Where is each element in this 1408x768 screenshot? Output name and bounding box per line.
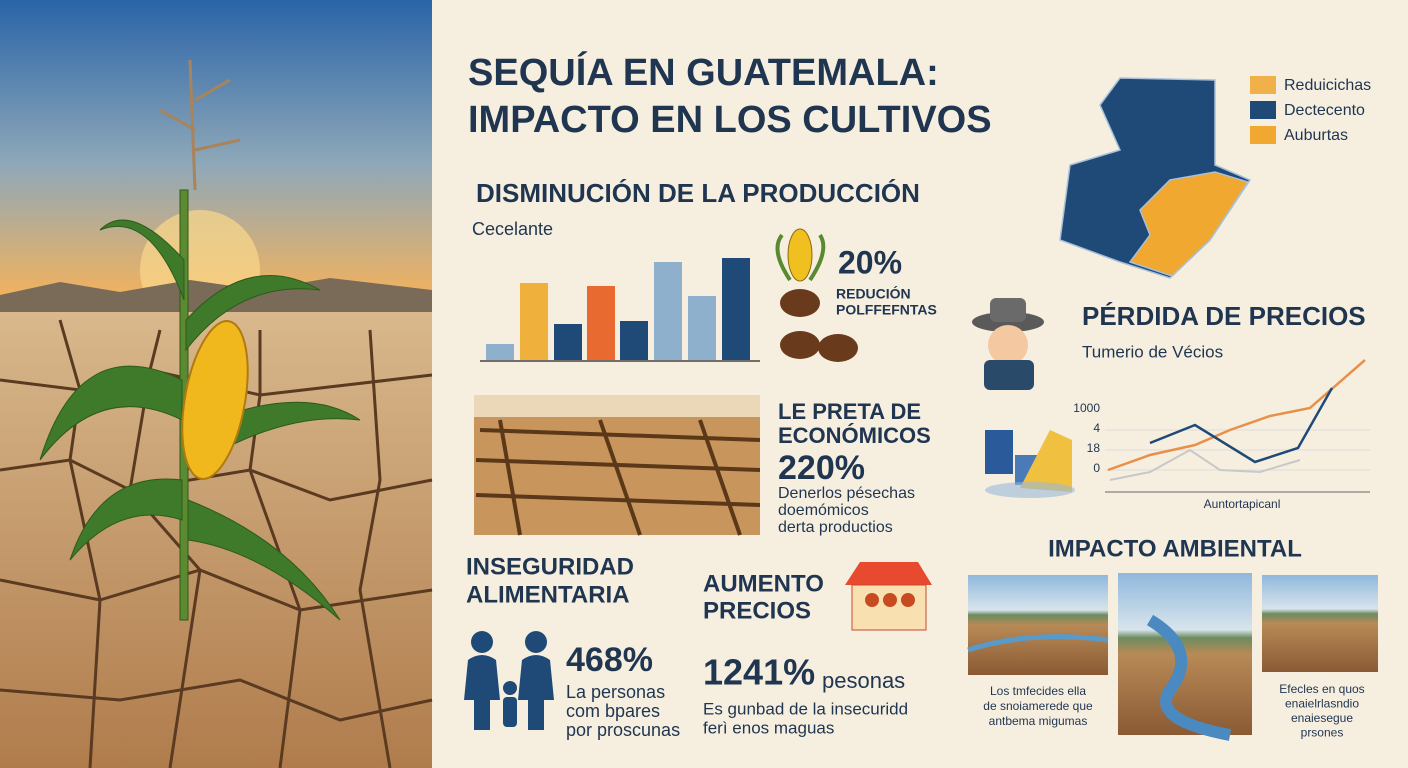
family-icon: [464, 631, 554, 730]
section-heading: INSEGURIDAD: [466, 553, 634, 580]
title: IMPACTO EN LOS CULTIVOS: [468, 99, 992, 141]
food-cans-icon: [985, 430, 1075, 498]
stat-label: REDUCIÓN: [836, 285, 911, 302]
stat: 20%: [838, 244, 902, 280]
farmer-icon: [972, 298, 1044, 390]
section-heading: AUMENTO: [703, 570, 824, 597]
line-illustration: [1105, 359, 1370, 493]
legend-swatch: [1250, 126, 1276, 144]
body-text: de snoiamerede que: [983, 699, 1093, 713]
body-text: Efecles en quos: [1279, 682, 1364, 696]
dry-field-image: [474, 395, 761, 536]
section-heading: ECONÓMICOS: [778, 423, 931, 448]
body-text: antbema migumas: [989, 714, 1088, 728]
section-heading: PÉRDIDA DE PRECIOS: [1082, 301, 1366, 331]
body-text: derta productios: [778, 519, 893, 536]
title: SEQUÍA EN GUATEMALA:: [468, 50, 939, 94]
bar-illustration: [480, 258, 760, 362]
body-text: doemómicos: [778, 502, 869, 519]
environment-photos: [967, 573, 1378, 741]
stat: 220%: [778, 449, 865, 487]
x-axis-label: Auntortapicanl: [1204, 497, 1281, 511]
section-heading: IMPACTO AMBIENTAL: [1048, 535, 1302, 562]
body-text: enaielrlasndio: [1285, 697, 1359, 711]
body-text: La personas: [566, 682, 665, 702]
section-heading: LE PRETA DE: [778, 399, 921, 424]
section-subtitle: Cecelante: [472, 219, 553, 239]
body-text: 1000: [1073, 401, 1100, 415]
section-heading: PRECIOS: [703, 597, 811, 624]
stat-label: POLFFEFNTAS: [836, 302, 937, 318]
stat-suffix: pesonas: [822, 668, 905, 693]
legend-label: Auburtas: [1284, 127, 1348, 144]
drought-illustration: [0, 0, 433, 768]
body-text: enaiesegue: [1291, 711, 1353, 725]
body-text: por proscunas: [566, 720, 680, 740]
body-text: com bpares: [566, 701, 660, 721]
market-stall-icon: [845, 562, 932, 631]
body-text: Los tmfecides ella: [990, 684, 1086, 698]
body-text: Denerlos pésechas: [778, 485, 915, 502]
stat: 1241%: [703, 652, 815, 693]
section-heading: ALIMENTARIA: [466, 581, 630, 608]
body-text: 18: [1087, 441, 1101, 455]
body-text: 0: [1093, 461, 1100, 475]
legend-swatch: [1250, 76, 1276, 94]
legend-label: Dectecento: [1284, 102, 1365, 119]
section-subtitle: Tumerio de Vécios: [1082, 342, 1223, 361]
legend-swatch: [1250, 101, 1276, 119]
body-text: ferì enos maguas: [703, 718, 834, 737]
body-text: 4: [1093, 421, 1100, 435]
corn-coffee-icon: [775, 228, 858, 362]
legend-label: Reduicichas: [1284, 77, 1371, 94]
stat: 468%: [566, 641, 653, 679]
section-heading: DISMINUCIÓN DE LA PRODUCCIÓN: [476, 178, 920, 208]
body-text: prsones: [1301, 726, 1344, 740]
body-text: Es gunbad de la insecuridd: [703, 699, 908, 718]
guatemala-map: [1059, 77, 1252, 279]
